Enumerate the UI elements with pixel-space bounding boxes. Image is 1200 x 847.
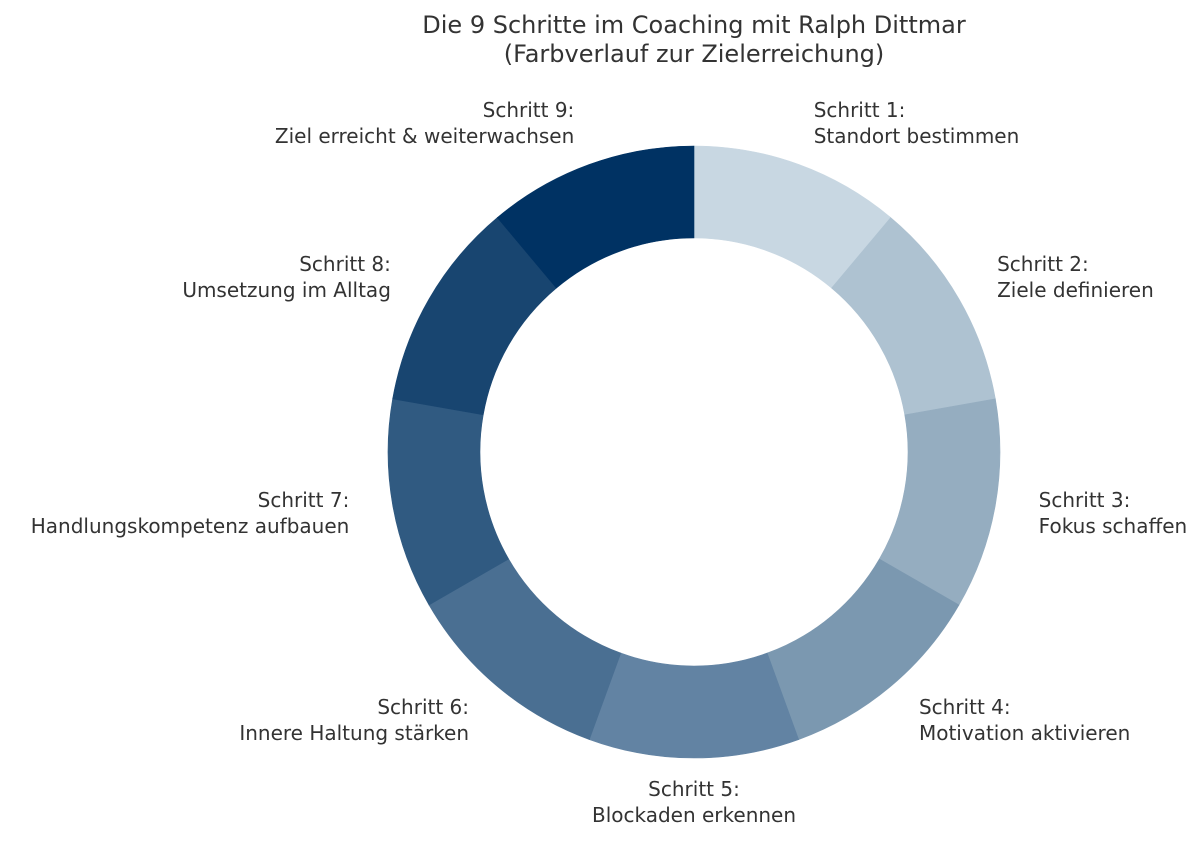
slice-label-step: Schritt 6: [377, 695, 469, 719]
slice-label-step: Schritt 5: [648, 777, 740, 801]
slice-label-step: Schritt 4: [919, 695, 1011, 719]
slice-label-2: Schritt 2: Ziele definieren [997, 252, 1154, 302]
slice-label-description: Innere Haltung stärken [239, 721, 469, 745]
slice-label-step: Schritt 8: [299, 252, 391, 276]
chart-subtitle: (Farbverlauf zur Zielerreichung) [504, 40, 885, 68]
donut-slice-9 [496, 145, 695, 289]
slice-label-7: Schritt 7: Handlungskompetenz aufbauen [31, 488, 350, 538]
slice-label-description: Ziele definieren [997, 278, 1154, 302]
slice-label-6: Schritt 6: Innere Haltung stärken [239, 695, 469, 745]
slice-label-description: Blockaden erkennen [592, 803, 796, 827]
slice-label-description: Motivation aktivieren [919, 721, 1130, 745]
slice-label-description: Fokus schaffen [1039, 514, 1188, 538]
slice-label-3: Schritt 3: Fokus schaffen [1039, 488, 1188, 538]
slice-label-description: Handlungskompetenz aufbauen [31, 514, 350, 538]
slice-label-9: Schritt 9: Ziel erreicht & weiterwachsen [275, 98, 574, 148]
chart-title: Die 9 Schritte im Coaching mit Ralph Dit… [422, 11, 966, 39]
slices-layer [387, 145, 1001, 759]
slice-label-step: Schritt 2: [997, 252, 1089, 276]
slice-label-4: Schritt 4: Motivation aktivieren [919, 695, 1130, 745]
slice-label-1: Schritt 1: Standort bestimmen [814, 98, 1020, 148]
slice-label-step: Schritt 3: [1039, 488, 1131, 512]
slice-label-step: Schritt 7: [258, 488, 350, 512]
slice-label-step: Schritt 1: [814, 98, 906, 122]
slice-label-description: Umsetzung im Alltag [182, 278, 391, 302]
donut-slice-5 [588, 652, 800, 759]
slice-label-description: Ziel erreicht & weiterwachsen [275, 124, 574, 148]
slice-label-step: Schritt 9: [483, 98, 575, 122]
slice-label-5: Schritt 5: Blockaden erkennen [592, 777, 796, 827]
slice-label-8: Schritt 8: Umsetzung im Alltag [182, 252, 391, 302]
slice-label-description: Standort bestimmen [814, 124, 1020, 148]
